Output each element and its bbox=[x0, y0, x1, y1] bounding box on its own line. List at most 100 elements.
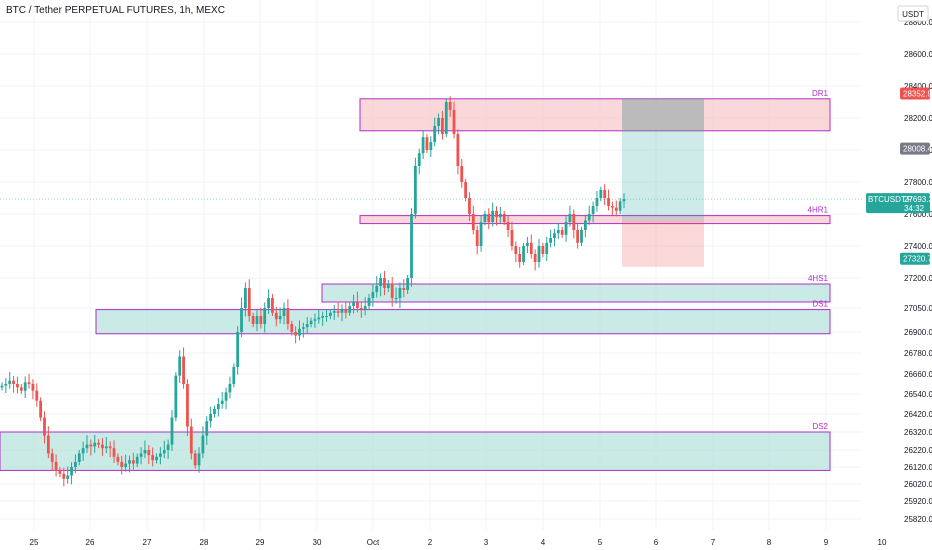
candle-body bbox=[356, 302, 359, 308]
candle-body bbox=[54, 461, 58, 471]
candle-body bbox=[166, 444, 170, 450]
candle-body bbox=[131, 460, 135, 464]
position-stop-area[interactable] bbox=[622, 220, 704, 267]
price-tag-label: 28352.9 bbox=[903, 90, 932, 99]
candle-body bbox=[4, 384, 8, 386]
candle-body bbox=[197, 453, 201, 466]
zone-ds1[interactable] bbox=[95, 309, 831, 335]
candle-body bbox=[224, 392, 228, 401]
candle-body bbox=[498, 214, 502, 218]
candle-body bbox=[139, 453, 143, 457]
candle-body bbox=[23, 382, 27, 391]
candle-body bbox=[518, 254, 522, 262]
candle-body bbox=[8, 380, 12, 384]
candle-body bbox=[471, 214, 475, 230]
candle-body bbox=[529, 242, 533, 254]
candle-body bbox=[464, 182, 468, 198]
candle-body bbox=[74, 461, 77, 467]
candle-body bbox=[278, 316, 282, 320]
position-target-area[interactable] bbox=[622, 98, 704, 221]
candle-body bbox=[402, 288, 406, 290]
candle-body bbox=[375, 286, 379, 292]
candle-body bbox=[317, 317, 321, 320]
y-tick-label: 27800.0 bbox=[904, 178, 932, 187]
candle-body bbox=[599, 190, 603, 198]
candle-body bbox=[456, 134, 460, 166]
candle-body bbox=[19, 387, 23, 391]
candle-body bbox=[379, 278, 383, 286]
candle-countdown: 34:32 bbox=[904, 204, 925, 213]
candle-body bbox=[545, 242, 549, 254]
candle-body bbox=[363, 306, 367, 310]
y-tick-label: 26020.0 bbox=[904, 480, 932, 489]
candle-body bbox=[603, 190, 607, 198]
current-price-value: 27693.3 bbox=[904, 195, 932, 204]
candle-body bbox=[81, 448, 85, 454]
candle-body bbox=[332, 311, 336, 313]
candle-body bbox=[564, 222, 568, 235]
candle-body bbox=[568, 214, 572, 222]
candle-body bbox=[93, 442, 97, 447]
price-tag[interactable] bbox=[900, 87, 930, 100]
candle-body bbox=[66, 475, 70, 479]
currency-button[interactable]: USDT bbox=[897, 5, 929, 22]
y-tick-label: 26120.0 bbox=[904, 463, 932, 472]
y-tick-label: 28600.0 bbox=[904, 50, 932, 59]
y-tick-label: 26220.0 bbox=[904, 446, 932, 455]
candle-body bbox=[274, 312, 278, 320]
price-axis: 28800.028600.028400.028200.028000.027800… bbox=[862, 0, 932, 550]
candle-body bbox=[271, 298, 274, 313]
candle-body bbox=[421, 137, 425, 154]
candle-body bbox=[201, 435, 205, 454]
candle-body bbox=[410, 214, 413, 278]
candle-body bbox=[313, 319, 317, 321]
candles bbox=[0, 96, 626, 487]
x-tick-label: 8 bbox=[767, 538, 772, 547]
candle-body bbox=[460, 166, 464, 182]
price-tag[interactable] bbox=[900, 142, 930, 155]
candle-body bbox=[580, 230, 583, 243]
candle-body bbox=[220, 400, 224, 404]
zone-ds2[interactable] bbox=[0, 431, 831, 471]
candle-body bbox=[537, 246, 541, 262]
zone-4hr1[interactable] bbox=[359, 215, 831, 225]
zone-dr1[interactable] bbox=[359, 98, 831, 132]
zone-4hs1[interactable] bbox=[321, 283, 831, 303]
candle-body bbox=[587, 214, 591, 221]
candle-body bbox=[622, 199, 626, 202]
candle-body bbox=[348, 306, 352, 313]
candle-body bbox=[0, 385, 4, 388]
candle-body bbox=[170, 417, 174, 445]
current-price-tag[interactable] bbox=[866, 193, 930, 214]
candle-body bbox=[216, 404, 220, 409]
price-tag[interactable] bbox=[900, 252, 930, 265]
zones: DR1 4HR1 4HS1 DS1 DS2 bbox=[0, 89, 831, 471]
candle-body bbox=[560, 230, 564, 235]
candle-body bbox=[398, 288, 402, 298]
candle-body bbox=[614, 207, 618, 211]
candle-body bbox=[12, 380, 15, 384]
candle-body bbox=[487, 214, 491, 222]
candle-body bbox=[147, 450, 151, 456]
candle-body bbox=[444, 102, 448, 134]
y-tick-label: 27400.0 bbox=[904, 242, 932, 251]
candle-body bbox=[572, 214, 576, 230]
candle-body bbox=[305, 324, 309, 328]
candle-body bbox=[383, 278, 386, 288]
candle-body bbox=[502, 214, 506, 222]
long-position-tool bbox=[622, 98, 704, 267]
candle-body bbox=[85, 444, 89, 449]
candle-body bbox=[89, 444, 93, 447]
candle-body bbox=[452, 110, 456, 134]
candle-body bbox=[228, 384, 232, 393]
candle-body bbox=[31, 384, 35, 391]
candle-body bbox=[468, 198, 471, 214]
candle-body bbox=[162, 450, 166, 454]
y-tick-label: 25820.0 bbox=[904, 515, 932, 524]
candle-body bbox=[406, 278, 410, 290]
candle-body bbox=[344, 309, 348, 313]
candle-body bbox=[255, 316, 259, 324]
